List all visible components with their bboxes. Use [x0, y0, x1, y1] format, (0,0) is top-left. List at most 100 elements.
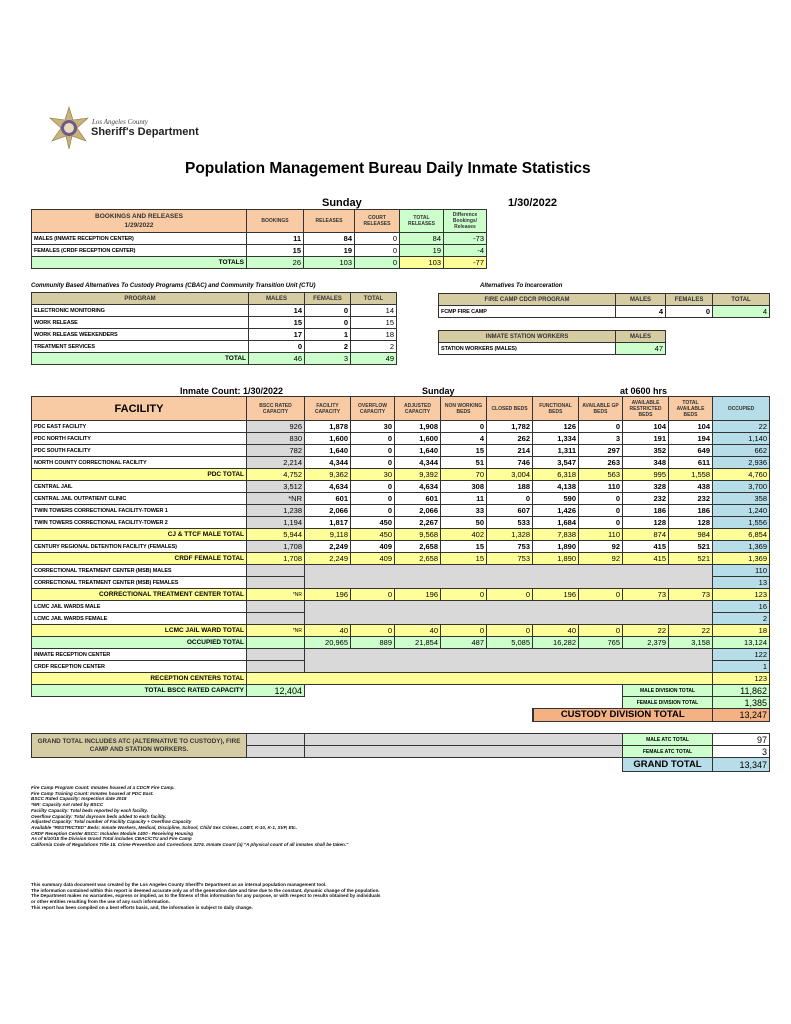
disclaimer-line: The Department makes no warranties, expr… — [31, 893, 381, 899]
value-cell: 13 — [712, 576, 770, 589]
row-label: FEMALES (CRDF RECEPTION CENTER) — [31, 244, 247, 257]
facility-row: CENTRAL JAIL OUTPATIENT CLINIC *NR 601 0 601… — [31, 492, 770, 505]
footnote: California Code of Regulations Title 15.… — [31, 842, 349, 848]
value-cell: 49 — [350, 352, 397, 365]
value-cell: 4 — [440, 432, 487, 445]
header-row: FACILITY BSCC RATED CAPACITY FACILITY CAPA… — [31, 396, 770, 421]
disclaimer-line: The information contained within this re… — [31, 887, 380, 893]
facility-row: CRDF FEMALE TOTAL 1,708 2,249 409 2,658 15 753… — [31, 552, 770, 565]
value-cell: 0 — [304, 316, 351, 329]
value-cell: 1,369 — [712, 552, 770, 565]
row-label: FCMP FIRE CAMP — [438, 305, 616, 318]
value-cell: 753 — [486, 540, 533, 553]
value-cell: 263 — [578, 456, 623, 469]
header-cell: NON WORKING BEDS — [440, 396, 487, 421]
value-cell: 18 — [712, 624, 770, 637]
header-cell: COURT RELEASES — [354, 209, 400, 233]
value-cell: 110 — [578, 528, 623, 541]
empty-cell — [32, 758, 623, 772]
empty-cell — [246, 600, 305, 613]
value-cell: 352 — [622, 444, 669, 457]
header-cell: AVAILABLE RESTRICTED BEDS — [622, 396, 669, 421]
value-cell: 297 — [578, 444, 623, 457]
value-cell: 30 — [350, 468, 395, 481]
value-cell: 13,247 — [712, 708, 770, 722]
table-row: WORK RELEASE WEEKENDERS 17 1 18 — [31, 328, 397, 341]
value-cell: 0 — [354, 256, 400, 269]
value-cell: 308 — [440, 480, 487, 493]
grand-total-note: GRAND TOTAL INCLUDES ATC (ALTERNATIVE TO… — [31, 733, 247, 758]
row-label: PDC NORTH FACILITY — [31, 432, 247, 445]
empty-cell — [246, 576, 305, 589]
header-cell: FACILITY CAPACITY — [304, 396, 351, 421]
header-cell: TOTAL RELEASES — [399, 209, 444, 233]
row-label: CENTRAL JAIL — [31, 480, 247, 493]
value-cell: 2,267 — [394, 516, 441, 529]
facility-row: CRDF RECEPTION CENTER 1 — [31, 660, 770, 673]
value-cell: 3,004 — [486, 468, 533, 481]
value-cell: 415 — [622, 540, 669, 553]
value-cell: 4,344 — [394, 456, 441, 469]
empty-cell — [246, 564, 305, 577]
disclaimer-line: or other entities resulting from the use… — [31, 899, 170, 905]
disclaimer-line: This summary data document was created b… — [31, 882, 327, 887]
value-cell: 649 — [668, 444, 713, 457]
value-cell: 14 — [350, 304, 397, 317]
value-cell: 5,085 — [486, 636, 533, 649]
row-label: MALE DIVISION TOTAL — [622, 684, 713, 697]
empty-cell — [304, 660, 713, 673]
value-cell: -73 — [443, 232, 487, 245]
header-cell: PROGRAM — [31, 292, 249, 305]
value-cell: 1,334 — [532, 432, 579, 445]
value-cell: 753 — [486, 552, 533, 565]
header-title: BOOKINGS AND RELEASES — [95, 212, 183, 220]
value-cell: 0 — [304, 304, 351, 317]
value-cell: 262 — [486, 432, 533, 445]
count-time: at 0600 hrs — [620, 386, 668, 396]
row-label: PDC EAST FACILITY — [31, 420, 247, 433]
value-cell: 3,512 — [246, 480, 305, 493]
value-cell: 97 — [712, 733, 770, 746]
footnote: Available "RESTRICTED" Beds: Inmate Work… — [31, 824, 298, 830]
value-cell: 1,556 — [712, 516, 770, 529]
empty-cell — [304, 648, 713, 661]
empty-cell — [246, 612, 305, 625]
value-cell: 13,347 — [712, 757, 770, 772]
value-cell: 3,547 — [532, 456, 579, 469]
table-row: FEMALES (CRDF RECEPTION CENTER) 15 19 0 19 -4 — [31, 244, 487, 257]
value-cell: 30 — [350, 420, 395, 433]
value-cell: 13,124 — [712, 636, 770, 649]
row-label: WORK RELEASE WEEKENDERS — [31, 328, 249, 341]
empty-cell — [304, 600, 713, 613]
value-cell: 521 — [668, 540, 713, 553]
empty-cell — [246, 745, 305, 758]
facility-row: LCMC JAIL WARDS MALE 16 — [31, 600, 770, 613]
grand-total-row: GRAND TOTAL 13,347 — [32, 757, 770, 772]
row-label: LCMC JAIL WARD TOTAL — [31, 624, 247, 637]
value-cell: 0 — [665, 305, 713, 318]
logo-department: Sheriff's Department — [91, 126, 199, 138]
inmate-count-table: FACILITY BSCC RATED CAPACITY FACILITY CAPA… — [31, 396, 770, 722]
value-cell: 15 — [440, 444, 487, 457]
value-cell: 51 — [440, 456, 487, 469]
value-cell: 0 — [486, 624, 533, 637]
value-cell: 18 — [350, 328, 397, 341]
value-cell: 782 — [246, 444, 305, 457]
header-cell: FEMALES — [665, 293, 713, 306]
alternatives-caption: Alternatives To Incarceration — [480, 283, 563, 289]
value-cell: 1,908 — [394, 420, 441, 433]
value-cell: 450 — [350, 516, 395, 529]
header-row: BOOKINGS AND RELEASES 1/29/2022 BOOKINGS RE… — [31, 209, 487, 233]
facility-row: CJ & TTCF MALE TOTAL 5,944 9,118 450 9,568 40… — [31, 528, 770, 541]
value-cell: 70 — [440, 468, 487, 481]
value-cell: 348 — [622, 456, 669, 469]
header-cell: BOOKINGS — [246, 209, 304, 233]
row-label: PDC TOTAL — [31, 468, 247, 481]
row-label: NORTH COUNTY CORRECTIONAL FACILITY — [31, 456, 247, 469]
header-cell: MALES — [248, 292, 305, 305]
header-cell: ADJUSTED CAPACITY — [394, 396, 441, 421]
female-atc-row: FEMALE ATC TOTAL 3 — [32, 745, 770, 758]
value-cell: 1,311 — [532, 444, 579, 457]
value-cell: 14 — [248, 304, 305, 317]
value-cell: 1,878 — [304, 420, 351, 433]
